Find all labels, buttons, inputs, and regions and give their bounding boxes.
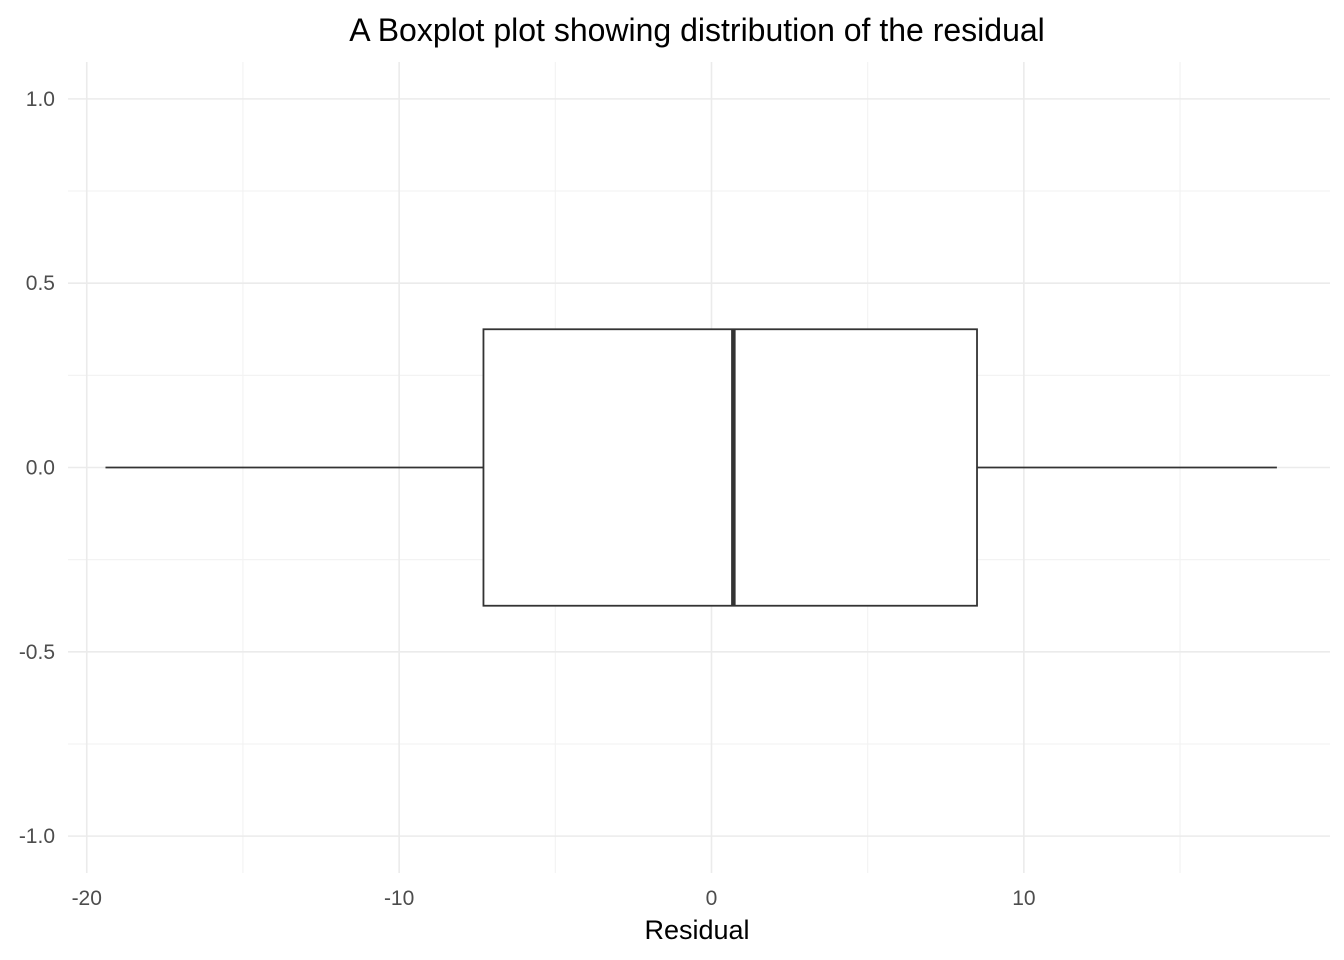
x-axis-title: Residual bbox=[644, 915, 749, 945]
x-tick-label: -20 bbox=[72, 887, 102, 910]
y-tick-label: 1.0 bbox=[26, 88, 55, 111]
x-tick-label: -10 bbox=[384, 887, 414, 910]
x-tick-label: 10 bbox=[1012, 887, 1035, 910]
chart-title: A Boxplot plot showing distribution of t… bbox=[349, 12, 1045, 48]
y-tick-label: 0.0 bbox=[26, 457, 55, 480]
y-tick-label: -1.0 bbox=[19, 825, 55, 848]
y-tick-label: -0.5 bbox=[19, 641, 55, 664]
y-tick-label: 0.5 bbox=[26, 272, 55, 295]
x-tick-label: 0 bbox=[706, 887, 718, 910]
boxplot-layer bbox=[105, 328, 1277, 607]
tick-label-layer: -20 -10 0 10 1.0 0.5 0.0 -0.5 -1.0 bbox=[19, 88, 1036, 910]
interquartile-box bbox=[482, 328, 978, 607]
